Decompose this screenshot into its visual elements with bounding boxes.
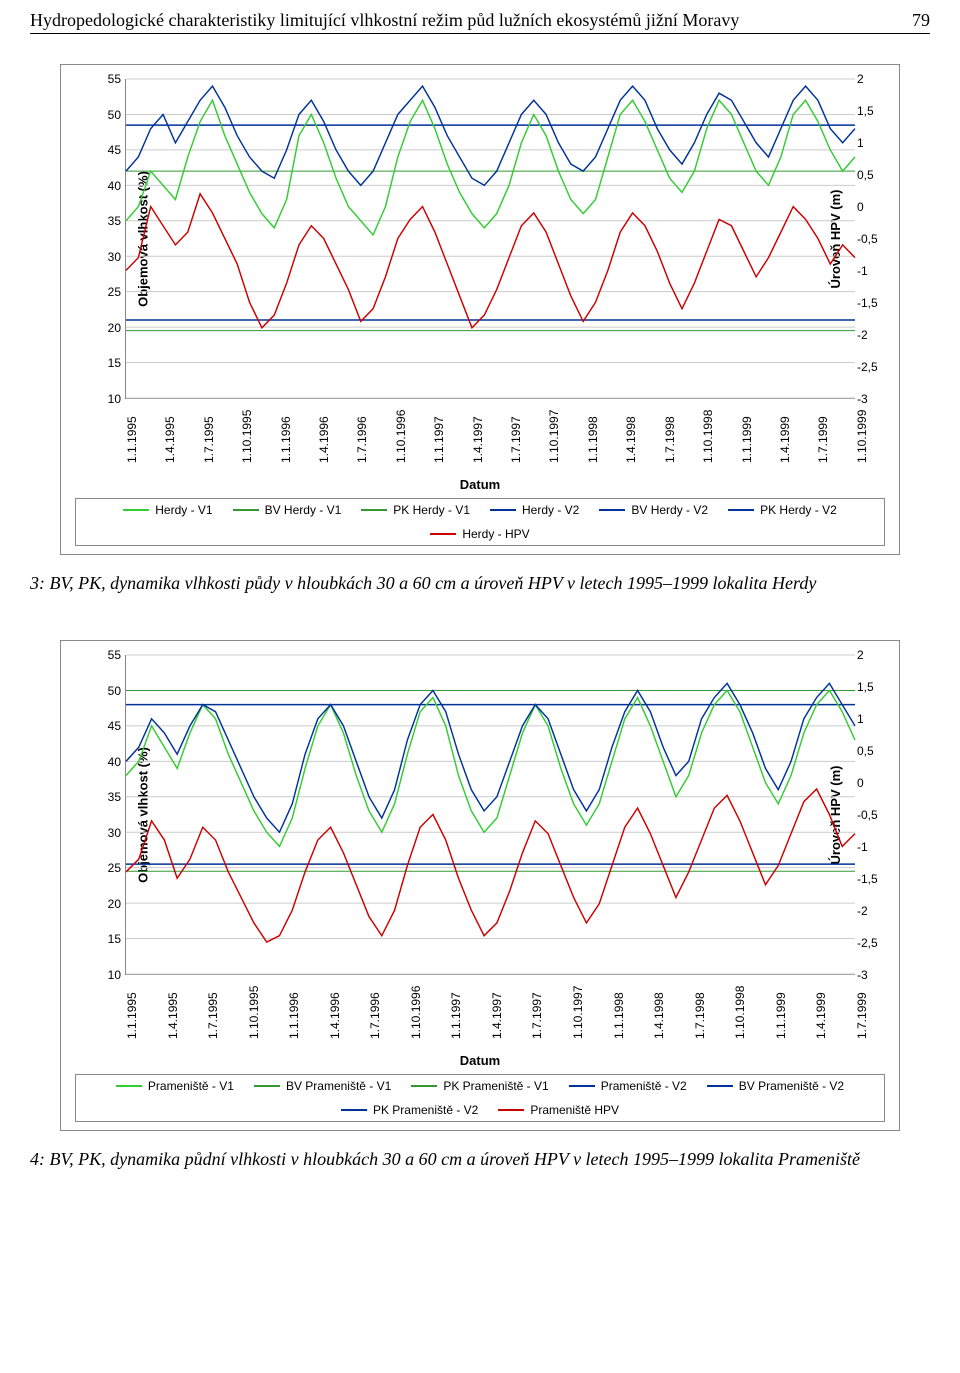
legend-item: Herdy - V1 bbox=[123, 503, 212, 517]
axis-tick: 20 bbox=[93, 321, 121, 335]
axis-tick: 0 bbox=[857, 776, 885, 790]
axis-tick: 30 bbox=[93, 826, 121, 840]
chart-legend: Herdy - V1 BV Herdy - V1 PK Herdy - V1 Herd… bbox=[75, 498, 885, 546]
axis-tick: 50 bbox=[93, 108, 121, 122]
legend-item: Prameniště HPV bbox=[498, 1103, 619, 1117]
page-number: 79 bbox=[912, 10, 930, 31]
axis-tick: -0,5 bbox=[857, 232, 885, 246]
chart-legend: Prameniště - V1 BV Prameniště - V1 PK Pram… bbox=[75, 1074, 885, 1122]
axis-tick: 1,5 bbox=[857, 104, 885, 118]
legend-item: BV Herdy - V2 bbox=[599, 503, 708, 517]
axis-tick: 40 bbox=[93, 755, 121, 769]
axis-tick: -1,5 bbox=[857, 296, 885, 310]
axis-tick: 1 bbox=[857, 136, 885, 150]
axis-tick: 1,5 bbox=[857, 680, 885, 694]
axis-tick: -2,5 bbox=[857, 936, 885, 950]
chart-herdy: Objemová vlhkost (%) Úroveň HPV (m) 5550… bbox=[60, 64, 900, 555]
legend-item: PK Prameniště - V2 bbox=[341, 1103, 478, 1117]
page-title: Hydropedologické charakteristiky limituj… bbox=[30, 10, 739, 31]
chart-pramen: Objemová vlhkost (%) Úroveň HPV (m) 5550… bbox=[60, 640, 900, 1131]
axis-tick: -1 bbox=[857, 840, 885, 854]
x-axis-label: Datum bbox=[75, 477, 885, 492]
legend-item: PK Prameniště - V1 bbox=[411, 1079, 548, 1093]
axis-tick: 30 bbox=[93, 250, 121, 264]
axis-tick: 10 bbox=[93, 392, 121, 406]
legend-item: BV Prameniště - V1 bbox=[254, 1079, 391, 1093]
axis-tick: 50 bbox=[93, 684, 121, 698]
legend-item: Herdy - HPV bbox=[430, 527, 529, 541]
axis-tick: 35 bbox=[93, 214, 121, 228]
axis-tick: 25 bbox=[93, 861, 121, 875]
axis-tick: 10 bbox=[93, 968, 121, 982]
legend-item: Herdy - V2 bbox=[490, 503, 579, 517]
axis-tick: 15 bbox=[93, 932, 121, 946]
axis-tick: -0,5 bbox=[857, 808, 885, 822]
axis-tick: 45 bbox=[93, 143, 121, 157]
figure-caption-3: 3: BV, PK, dynamika vlhkosti půdy v hlou… bbox=[30, 573, 930, 594]
axis-tick: 55 bbox=[93, 72, 121, 86]
axis-tick: -2 bbox=[857, 328, 885, 342]
axis-tick: -1 bbox=[857, 264, 885, 278]
axis-tick: 0,5 bbox=[857, 744, 885, 758]
axis-tick: 15 bbox=[93, 356, 121, 370]
legend-item: BV Prameniště - V2 bbox=[707, 1079, 844, 1093]
axis-tick: 1 bbox=[857, 712, 885, 726]
axis-tick: -2 bbox=[857, 904, 885, 918]
axis-tick: 20 bbox=[93, 897, 121, 911]
axis-tick: 2 bbox=[857, 648, 885, 662]
axis-tick: 0 bbox=[857, 200, 885, 214]
legend-item: BV Herdy - V1 bbox=[233, 503, 342, 517]
figure-caption-4: 4: BV, PK, dynamika půdní vlhkosti v hlo… bbox=[30, 1149, 930, 1170]
legend-item: PK Herdy - V2 bbox=[728, 503, 837, 517]
axis-tick: 2 bbox=[857, 72, 885, 86]
axis-tick: -2,5 bbox=[857, 360, 885, 374]
axis-tick: 40 bbox=[93, 179, 121, 193]
axis-tick: 25 bbox=[93, 285, 121, 299]
axis-tick: -1,5 bbox=[857, 872, 885, 886]
axis-tick: -3 bbox=[857, 392, 885, 406]
legend-item: Prameniště - V2 bbox=[569, 1079, 687, 1093]
axis-tick: -3 bbox=[857, 968, 885, 982]
axis-tick: 0,5 bbox=[857, 168, 885, 182]
axis-tick: 35 bbox=[93, 790, 121, 804]
legend-item: Prameniště - V1 bbox=[116, 1079, 234, 1093]
axis-tick: 45 bbox=[93, 719, 121, 733]
axis-tick: 55 bbox=[93, 648, 121, 662]
x-axis-label: Datum bbox=[75, 1053, 885, 1068]
legend-item: PK Herdy - V1 bbox=[361, 503, 470, 517]
